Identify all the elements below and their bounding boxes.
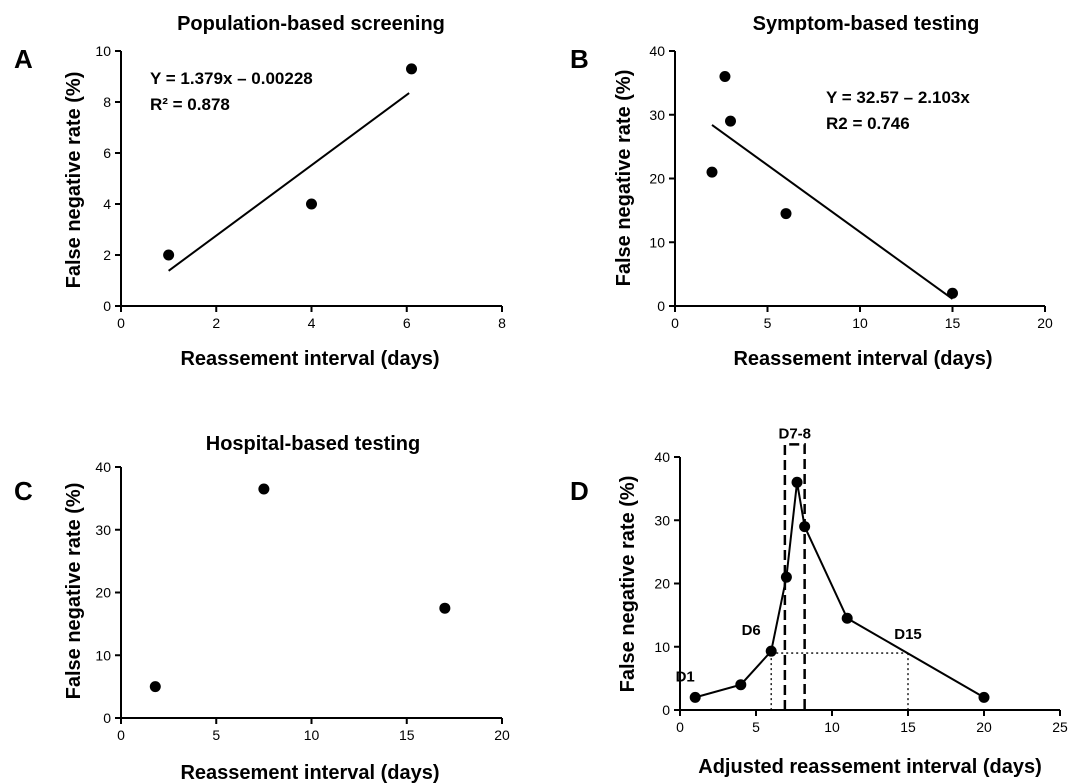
panel-b-data-point xyxy=(780,208,792,220)
point-label-d15: D15 xyxy=(894,626,922,643)
panel-a-fit-line xyxy=(168,92,410,272)
panel-b-x-tick-label: 0 xyxy=(671,315,679,331)
panel-a-x-tick-label: 6 xyxy=(403,315,411,331)
panel-b-title: Symptom-based testing xyxy=(753,13,980,35)
panel-d-plot: 0 5 10 15 20 25 0 10 20 30 40 D7-8 D1 D6 D15 xyxy=(654,425,1068,735)
panel-d-y-tick-label: 10 xyxy=(654,639,670,655)
panel-c-x-tick-label: 10 xyxy=(304,727,320,743)
panel-d-x-tick-label: 25 xyxy=(1052,719,1068,735)
panel-a-x-tick-label: 2 xyxy=(212,315,220,331)
panel-b-r2: R2 = 0.746 xyxy=(826,114,910,133)
panel-b-x-tick-label: 10 xyxy=(852,315,868,331)
panel-a-y-tick-label: 10 xyxy=(95,43,111,59)
panel-c-x-tick-label: 5 xyxy=(212,727,220,743)
panel-d-data-point xyxy=(978,691,990,703)
point-label-d6: D6 xyxy=(742,622,761,639)
panel-d-data-point xyxy=(765,645,777,657)
panel-b: B Symptom-based testing Reassement inter… xyxy=(570,13,1053,370)
panel-a-r2: R² = 0.878 xyxy=(150,95,230,114)
panel-b-y-tick-label: 0 xyxy=(657,298,665,314)
panel-a-xlabel: Reassement interval (days) xyxy=(180,348,439,370)
panel-a-data-point xyxy=(306,198,317,210)
panel-d-data-point xyxy=(735,679,747,691)
panel-a-x-tick-label: 0 xyxy=(117,315,125,331)
panel-c-x-tick-label: 15 xyxy=(399,727,415,743)
panel-c: C Hospital-based testing Reassement inte… xyxy=(14,433,510,784)
d7-8-label: D7-8 xyxy=(779,425,812,442)
panel-d-data-point xyxy=(841,612,853,624)
panel-b-letter: B xyxy=(570,44,589,74)
panel-d-data-point xyxy=(689,691,701,703)
panel-b-y-tick-label: 10 xyxy=(649,234,665,250)
panel-d-xlabel: Adjusted reassement interval (days) xyxy=(698,756,1041,778)
panel-c-y-tick-label: 10 xyxy=(95,647,111,663)
panel-b-x-tick-label: 15 xyxy=(945,315,961,331)
panel-c-plot: 0 5 10 15 20 0 10 20 30 40 xyxy=(95,459,510,743)
series-line xyxy=(694,482,985,699)
panel-c-data-point xyxy=(258,483,270,495)
panel-b-fit-line xyxy=(711,124,954,300)
panel-b-data-point xyxy=(719,71,731,82)
panel-b-xlabel: Reassement interval (days) xyxy=(733,348,992,370)
panel-d-x-tick-label: 10 xyxy=(824,719,840,735)
panel-b-x-tick-label: 5 xyxy=(764,315,772,331)
panel-b-equation: Y = 32.57 – 2.103x xyxy=(826,88,970,107)
panel-c-letter: C xyxy=(14,476,33,506)
panel-a-letter: A xyxy=(14,44,33,74)
point-label-d1: D1 xyxy=(676,668,695,685)
panel-a-y-tick-label: 0 xyxy=(103,298,111,314)
panel-b-data-point xyxy=(706,166,718,178)
panel-b-x-tick-label: 20 xyxy=(1037,315,1053,331)
panel-b-y-tick-label: 20 xyxy=(649,171,665,187)
panel-d-x-tick-label: 5 xyxy=(752,719,760,735)
panel-a-y-tick-label: 4 xyxy=(103,196,111,212)
panel-b-y-tick-label: 40 xyxy=(649,43,665,59)
d7-8-box xyxy=(783,443,806,710)
panel-c-y-tick-label: 40 xyxy=(95,459,111,475)
panel-a-y-tick-label: 2 xyxy=(103,247,111,263)
panel-c-y-tick-label: 0 xyxy=(103,710,111,726)
panel-c-title: Hospital-based testing xyxy=(206,433,420,455)
panel-b-data-point xyxy=(725,115,736,127)
panel-d-y-tick-label: 0 xyxy=(662,702,670,718)
panel-a-y-tick-label: 8 xyxy=(103,94,111,110)
panel-d-y-tick-label: 40 xyxy=(654,449,670,465)
panel-c-x-tick-label: 0 xyxy=(117,727,125,743)
panel-c-y-tick-label: 30 xyxy=(95,522,111,538)
panel-a-ylabel: False negative rate (%) xyxy=(63,72,85,289)
panel-b-ylabel: False negative rate (%) xyxy=(613,70,635,287)
panel-d-data-point xyxy=(799,521,811,533)
panel-a-title: Population-based screening xyxy=(177,13,445,35)
panel-c-ylabel: False negative rate (%) xyxy=(63,483,85,700)
panel-c-data-point xyxy=(149,681,161,693)
panel-d-x-tick-label: 20 xyxy=(976,719,992,735)
panel-b-data-point xyxy=(947,287,958,299)
panel-d-x-tick-label: 0 xyxy=(676,719,684,735)
panel-a-plot: 0 2 4 6 8 0 2 4 6 8 10 xyxy=(95,43,506,331)
panel-d-data-point xyxy=(791,476,803,488)
panel-d-x-tick-label: 15 xyxy=(900,719,916,735)
panel-d: D Adjusted reassement interval (days) Fa… xyxy=(570,425,1068,778)
panel-c-data-point xyxy=(439,602,451,614)
panel-c-x-tick-label: 20 xyxy=(494,727,510,743)
panel-a-data-point xyxy=(406,63,418,75)
panel-a-equation: Y = 1.379x – 0.00228 xyxy=(150,69,313,88)
panel-a: A Population-based screening Reassement … xyxy=(14,13,506,370)
panel-c-y-tick-label: 20 xyxy=(95,585,111,601)
panel-b-plot: 0 5 10 15 20 0 10 20 30 40 xyxy=(649,43,1053,331)
panel-b-y-tick-label: 30 xyxy=(649,107,665,123)
panel-a-y-tick-label: 6 xyxy=(103,145,111,161)
panel-c-xlabel: Reassement interval (days) xyxy=(180,762,439,784)
panel-a-x-tick-label: 8 xyxy=(498,315,506,331)
panel-d-y-tick-label: 30 xyxy=(654,512,670,528)
panel-a-x-tick-label: 4 xyxy=(308,315,316,331)
panel-a-data-point xyxy=(163,249,175,261)
panel-d-ylabel: False negative rate (%) xyxy=(617,476,639,693)
panel-d-data-point xyxy=(780,571,792,583)
panel-d-y-tick-label: 20 xyxy=(654,576,670,592)
panel-d-letter: D xyxy=(570,476,589,506)
